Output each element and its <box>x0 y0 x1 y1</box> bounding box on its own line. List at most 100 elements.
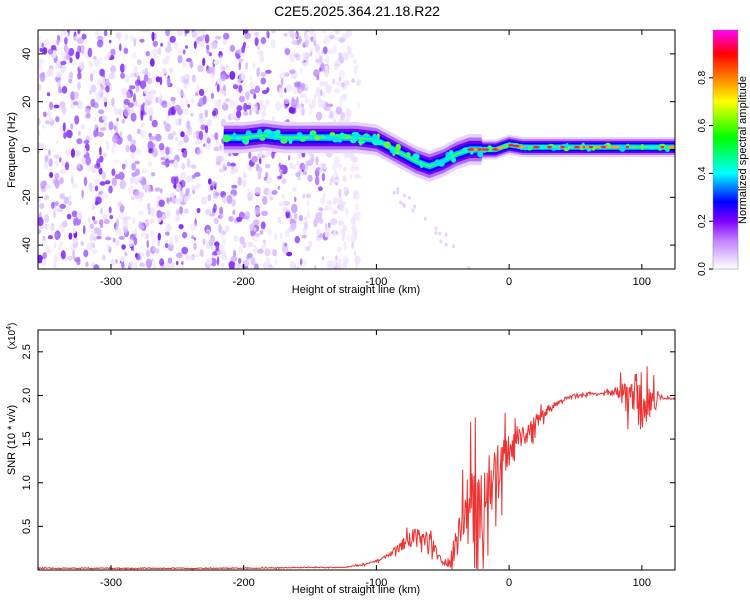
noise-speckle <box>113 125 117 131</box>
noise-speckle <box>38 216 44 227</box>
noise-speckle <box>402 203 406 208</box>
noise-speckle <box>219 206 224 215</box>
noise-speckle <box>253 31 260 36</box>
noise-speckle <box>292 186 297 192</box>
noise-speckle <box>233 166 239 173</box>
noise-speckle <box>334 36 341 41</box>
snr-series-line <box>38 366 675 570</box>
noise-speckle <box>38 117 41 126</box>
noise-speckle <box>231 184 238 189</box>
noise-speckle <box>53 154 60 159</box>
noise-speckle <box>99 68 105 77</box>
noise-speckle <box>321 256 325 261</box>
noise-speckle <box>351 154 355 163</box>
noise-speckle <box>65 46 70 53</box>
noise-speckle <box>286 251 293 257</box>
noise-speckle <box>63 196 69 204</box>
noise-speckle <box>39 143 45 150</box>
noise-speckle <box>238 58 244 63</box>
noise-speckle <box>44 214 50 223</box>
ridge-hotspot <box>588 145 594 149</box>
noise-speckle <box>291 203 298 214</box>
noise-speckle <box>56 140 59 145</box>
noise-speckle <box>322 192 326 199</box>
ridge-hotspot <box>573 145 581 149</box>
noise-speckle <box>181 180 185 188</box>
noise-speckle <box>310 240 313 247</box>
noise-speckle <box>314 43 320 53</box>
noise-speckle <box>172 131 177 136</box>
noise-speckle <box>59 34 63 43</box>
noise-speckle <box>44 224 50 231</box>
noise-speckle <box>154 33 157 40</box>
noise-speckle <box>180 171 186 178</box>
noise-speckle <box>128 239 134 247</box>
noise-speckle <box>334 65 339 71</box>
noise-speckle <box>325 103 329 108</box>
noise-speckle <box>177 30 184 36</box>
noise-speckle <box>91 248 99 255</box>
noise-speckle <box>38 228 42 235</box>
noise-speckle <box>129 176 135 185</box>
noise-speckle <box>283 98 290 105</box>
noise-speckle <box>333 88 340 94</box>
noise-speckle <box>222 32 230 40</box>
noise-speckle <box>309 104 315 109</box>
ridge-blob <box>263 129 272 135</box>
ridge-blob <box>419 162 424 169</box>
noise-speckle <box>166 197 170 204</box>
ridge-blob <box>487 145 493 153</box>
noise-speckle <box>195 183 199 190</box>
noise-speckle <box>90 73 94 82</box>
noise-speckle <box>254 263 259 269</box>
noise-speckle <box>324 227 330 233</box>
noise-speckle <box>257 171 262 180</box>
noise-speckle <box>232 84 239 90</box>
ridge-blob <box>389 148 394 154</box>
noise-speckle <box>306 213 311 219</box>
noise-speckle <box>321 81 328 87</box>
noise-speckle <box>193 242 197 251</box>
noise-speckle <box>230 112 235 120</box>
noise-speckle <box>335 254 338 261</box>
noise-speckle <box>47 235 54 240</box>
noise-speckle <box>76 210 82 220</box>
noise-speckle <box>41 258 47 267</box>
noise-speckle <box>43 111 47 118</box>
noise-speckle <box>159 258 165 266</box>
noise-speckle <box>186 158 191 168</box>
noise-speckle <box>261 210 268 216</box>
noise-speckle <box>334 178 340 183</box>
noise-speckle <box>245 91 250 101</box>
noise-speckle <box>154 187 161 192</box>
ridge-hotspot <box>512 144 520 148</box>
noise-speckle <box>304 87 308 92</box>
noise-speckle <box>131 162 137 171</box>
x-tick-label: 100 <box>633 276 651 288</box>
noise-speckle <box>204 125 209 134</box>
noise-speckle <box>145 258 153 269</box>
y-tick-label: 2.0 <box>21 388 33 403</box>
y-tick-label: 0 <box>21 146 33 152</box>
noise-speckle <box>247 241 254 248</box>
noise-speckle <box>56 208 64 213</box>
ridge-blob <box>462 147 469 154</box>
noise-speckle <box>351 163 357 171</box>
noise-speckle <box>72 101 79 106</box>
noise-speckle <box>444 232 448 237</box>
ridge-blob <box>640 143 644 151</box>
noise-speckle <box>80 123 86 130</box>
noise-speckle <box>101 77 106 87</box>
noise-speckle <box>241 45 245 54</box>
noise-speckle <box>307 174 313 182</box>
noise-speckle <box>117 227 122 235</box>
noise-speckle <box>53 210 56 219</box>
colorbar-tick-label: 0.2 <box>697 214 708 228</box>
noise-speckle <box>335 81 342 86</box>
noise-speckle <box>161 161 168 166</box>
noise-speckle <box>93 117 97 122</box>
noise-speckle <box>108 121 114 131</box>
noise-speckle <box>118 235 125 240</box>
noise-speckle <box>262 195 268 205</box>
noise-speckle <box>89 165 95 171</box>
